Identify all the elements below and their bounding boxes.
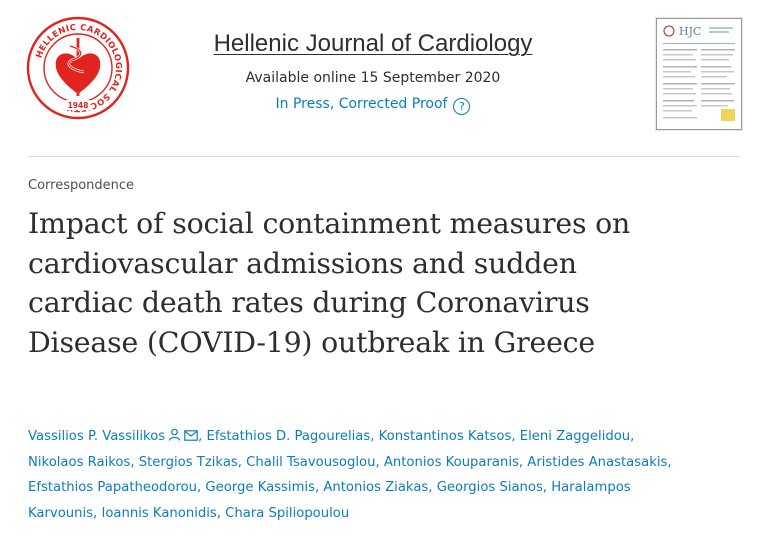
author-link[interactable]: Stergios Tzikas — [138, 454, 238, 470]
author-line: Efstathios Papatheodorou, George Kassimi… — [28, 480, 631, 495]
available-online-date: Available online 15 September 2020 — [245, 70, 501, 86]
author-link[interactable]: Antonios Ziakas — [323, 480, 429, 495]
person-icon[interactable] — [168, 428, 181, 441]
author-link[interactable]: Chara Spiliopoulou — [225, 505, 350, 521]
article-title: Impact of social containment measures on… — [28, 204, 748, 362]
article-type-label: Correspondence — [28, 178, 135, 193]
article-status[interactable]: In Press, Corrected Proof? — [150, 96, 596, 115]
author-link[interactable]: Ioannis Kanonidis — [101, 505, 217, 521]
article-status-label: In Press, Corrected Proof — [275, 96, 448, 112]
society-seal-graphic: HELLENIC CARDIOLOGICAL SOCIETY 1948 — [26, 16, 130, 120]
journal-title-link[interactable]: Hellenic Journal of Cardiology — [213, 30, 533, 57]
author-line: Karvounis, Ioannis Kanonidis, Chara Spil… — [28, 505, 350, 521]
author-line: Vassilios P. Vassilikos, Efstathios D. P… — [28, 428, 635, 444]
author-link[interactable]: Georgios Sianos — [436, 480, 543, 495]
author-link[interactable]: Efstathios Papatheodorou — [28, 480, 198, 495]
society-logo[interactable]: HELLENIC CARDIOLOGICAL SOCIETY 1948 — [26, 16, 130, 120]
author-list: Vassilios P. Vassilikos, Efstathios D. P… — [28, 424, 748, 526]
author-link[interactable]: Karvounis — [28, 505, 94, 521]
article-title-line: Impact of social containment measures on — [28, 207, 631, 240]
author-link[interactable]: Haralampos — [551, 480, 631, 495]
author-link[interactable]: Nikolaos Raikos — [28, 454, 131, 470]
author-link[interactable]: George Kassimis — [205, 480, 315, 495]
author-link[interactable]: Eleni Zaggelidou — [519, 429, 631, 444]
author-link[interactable]: Konstantinos Katsos — [378, 429, 512, 444]
article-title-line: cardiovascular admissions and sudden — [28, 246, 577, 280]
author-line: Nikolaos Raikos, Stergios Tzikas, Chalil… — [28, 454, 672, 470]
author-link[interactable]: Aristides Anastasakis — [527, 454, 668, 470]
journal-header: Hellenic Journal of Cardiology Available… — [150, 30, 596, 115]
header-divider — [28, 156, 740, 157]
article-title-line: cardiac death rates during Coronavirus — [28, 286, 590, 319]
author-link[interactable]: Chalil Tsavousoglou — [246, 454, 376, 470]
question-circle-icon[interactable]: ? — [453, 98, 471, 115]
mail-icon[interactable] — [184, 430, 198, 441]
author-link[interactable]: Antonios Kouparanis — [383, 454, 519, 470]
author-link[interactable]: Vassilios P. Vassilikos — [28, 429, 166, 444]
article-title-line: Disease (COVID-19) outbreak in Greece — [28, 325, 595, 359]
cover-graphic: HJC — [657, 19, 741, 129]
cover-abbrev: HJC — [679, 25, 701, 38]
author-link[interactable]: Efstathios D. Pagourelias — [206, 429, 371, 444]
logo-year: 1948 — [68, 101, 89, 110]
journal-cover-thumbnail[interactable]: HJC — [656, 18, 742, 130]
